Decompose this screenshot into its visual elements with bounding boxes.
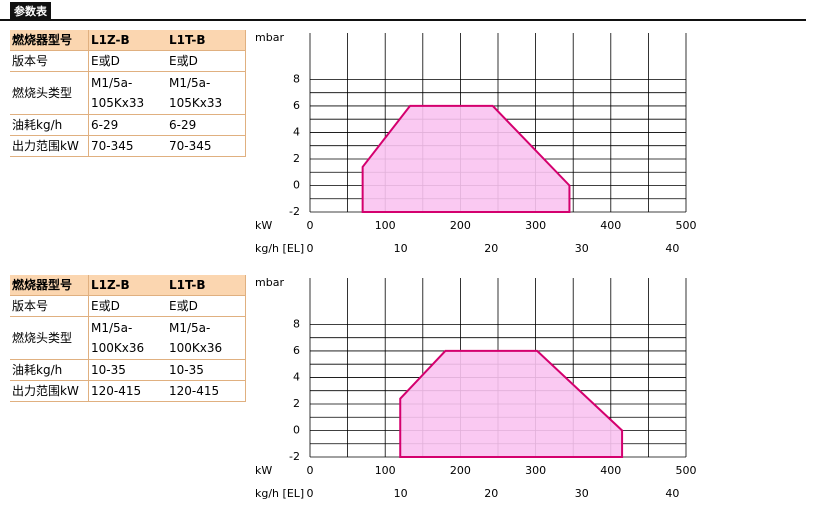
y-tick-label: 0 (293, 178, 300, 191)
table-cell: 燃烧器型号 (10, 275, 89, 296)
y-tick-label: 8 (293, 317, 300, 330)
x2-tick-label: 30 (575, 487, 589, 500)
table-cell: L1Z-B (88, 275, 167, 296)
table-row: 出力范围kW 120-415 120-415 (10, 380, 246, 402)
table-cell: 燃烧头类型 (10, 71, 89, 115)
x2-tick-label: 40 (665, 487, 679, 500)
x-tick-label: 100 (375, 219, 396, 232)
table-cell: 版本号 (10, 295, 89, 317)
x2-tick-label: 30 (575, 242, 589, 255)
cell-line: 100Kx36 (169, 341, 223, 355)
table-cell: 油耗kg/h (10, 114, 89, 136)
x-axis-label: kW (255, 464, 272, 477)
table-cell: M1/5a- 105Kx33 (167, 71, 246, 115)
table-cell: 120-415 (167, 380, 246, 402)
operating-range (361, 104, 571, 213)
table-row: 油耗kg/h 10-35 10-35 (10, 359, 246, 381)
x-tick-label: 200 (450, 219, 471, 232)
table-row: 版本号 E或D E或D (10, 295, 246, 317)
x-tick-label: 400 (600, 464, 621, 477)
table-row: 燃烧器型号 L1Z-B L1T-B (10, 30, 246, 51)
table-cell: E或D (88, 295, 167, 317)
y-tick-label: 6 (293, 99, 300, 112)
table-row: 燃烧头类型 M1/5a- 100Kx36 M1/5a- 100Kx36 (10, 316, 246, 360)
x-tick-label: 400 (600, 219, 621, 232)
table-cell: 出力范围kW (10, 380, 89, 402)
spec-table: 燃烧器型号 L1Z-B L1T-B 版本号 E或D E或D 燃烧头类型 M1/5a- 100Kx… (10, 275, 246, 402)
header-title: 参数表 (10, 2, 51, 20)
x-tick-label: 100 (375, 464, 396, 477)
y-tick-label: 2 (293, 152, 300, 165)
y-tick-label: 2 (293, 397, 300, 410)
y-axis-label: mbar (255, 31, 284, 44)
table-row: 油耗kg/h 6-29 6-29 (10, 114, 246, 136)
operating-range (399, 349, 624, 458)
table-row: 出力范围kW 70-345 70-345 (10, 135, 246, 157)
x2-tick-label: 20 (484, 487, 498, 500)
table-cell: L1T-B (167, 30, 246, 51)
cell-line: M1/5a- (169, 321, 211, 335)
table-cell: 70-345 (167, 135, 246, 157)
table-cell: 70-345 (88, 135, 167, 157)
x-tick-label: 0 (307, 219, 314, 232)
cell-line: 105Kx33 (91, 96, 145, 110)
table-cell: M1/5a- 105Kx33 (88, 71, 167, 115)
x2-tick-label: 0 (307, 242, 314, 255)
header-rule (0, 19, 806, 21)
table-cell: 120-415 (88, 380, 167, 402)
x-tick-label: 500 (676, 464, 697, 477)
x-tick-label: 200 (450, 464, 471, 477)
x-tick-label: 300 (525, 464, 546, 477)
x2-tick-label: 20 (484, 242, 498, 255)
cell-line: M1/5a- (169, 76, 211, 90)
table-cell: 油耗kg/h (10, 359, 89, 381)
cell-line: M1/5a- (91, 76, 133, 90)
x2-axis-label: kg/h [EL] (255, 242, 304, 255)
table-cell: 6-29 (88, 114, 167, 136)
table-cell: M1/5a- 100Kx36 (167, 316, 246, 360)
y-tick-label: 4 (293, 125, 300, 138)
y-tick-label: -2 (289, 450, 300, 463)
table-cell: 燃烧器型号 (10, 30, 89, 51)
y-tick-label: -2 (289, 205, 300, 218)
table-row: 燃烧器型号 L1Z-B L1T-B (10, 275, 246, 296)
table-cell: L1T-B (167, 275, 246, 296)
table-cell: M1/5a- 100Kx36 (88, 316, 167, 360)
table-cell: 燃烧头类型 (10, 316, 89, 360)
table-row: 版本号 E或D E或D (10, 50, 246, 72)
x-tick-label: 300 (525, 219, 546, 232)
table-row: 燃烧头类型 M1/5a- 105Kx33 M1/5a- 105Kx33 (10, 71, 246, 115)
table-cell: 版本号 (10, 50, 89, 72)
spec-table: 燃烧器型号 L1Z-B L1T-B 版本号 E或D E或D 燃烧头类型 M1/5a- 105Kx… (10, 30, 246, 157)
y-axis-label: mbar (255, 276, 284, 289)
table-cell: L1Z-B (88, 30, 167, 51)
x2-axis-label: kg/h [EL] (255, 487, 304, 500)
y-tick-label: 0 (293, 423, 300, 436)
table-cell: 10-35 (167, 359, 246, 381)
x2-tick-label: 0 (307, 487, 314, 500)
table-cell: E或D (167, 50, 246, 72)
cell-line: 100Kx36 (91, 341, 145, 355)
x2-tick-label: 10 (394, 242, 408, 255)
x2-tick-label: 10 (394, 487, 408, 500)
x2-tick-label: 40 (665, 242, 679, 255)
table-cell: E或D (88, 50, 167, 72)
table-cell: 10-35 (88, 359, 167, 381)
cell-line: 105Kx33 (169, 96, 223, 110)
x-axis-label: kW (255, 219, 272, 232)
y-tick-label: 8 (293, 72, 300, 85)
table-cell: 出力范围kW (10, 135, 89, 157)
x-tick-label: 0 (307, 464, 314, 477)
y-tick-label: 6 (293, 344, 300, 357)
cell-line: M1/5a- (91, 321, 133, 335)
table-cell: E或D (167, 295, 246, 317)
x-tick-label: 500 (676, 219, 697, 232)
y-tick-label: 4 (293, 370, 300, 383)
table-cell: 6-29 (167, 114, 246, 136)
